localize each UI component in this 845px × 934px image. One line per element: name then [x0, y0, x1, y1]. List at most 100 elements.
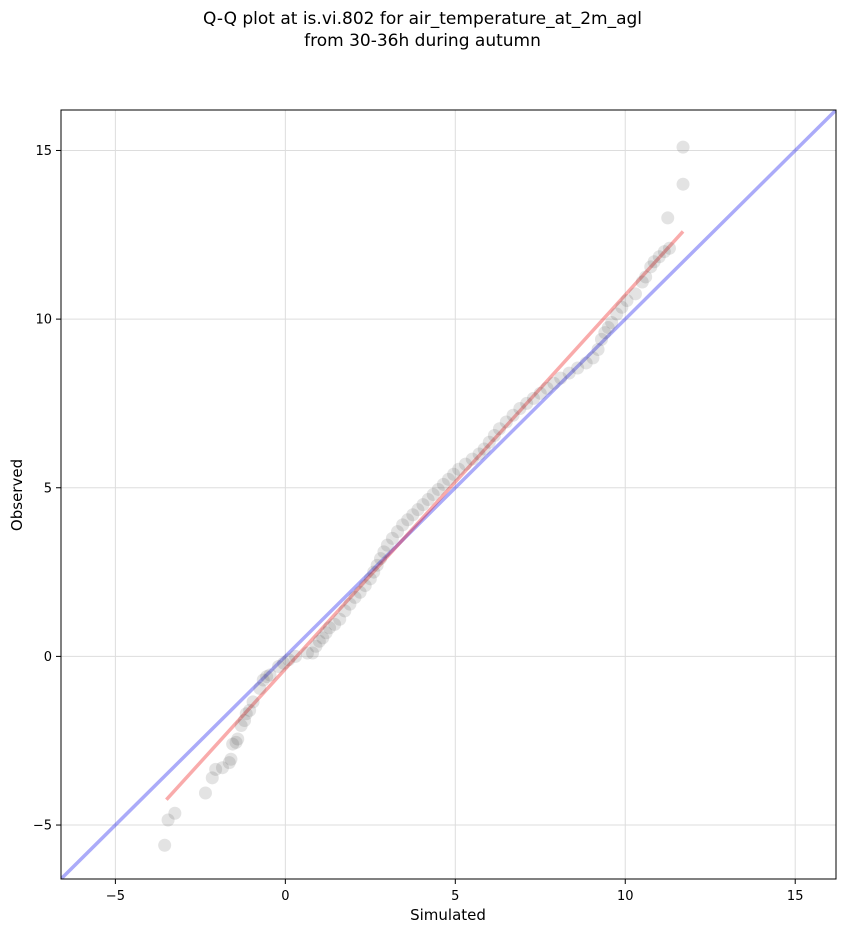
data-point	[158, 838, 172, 852]
data-point	[348, 590, 362, 604]
data-point	[300, 646, 314, 660]
data-point	[639, 270, 653, 284]
data-point	[586, 351, 600, 365]
data-point	[260, 670, 274, 684]
data-point	[416, 498, 430, 512]
y-axis-ticks: −5 0 5 10 15	[33, 144, 61, 834]
data-point	[215, 761, 229, 775]
data-point	[263, 668, 277, 682]
data-point	[601, 321, 615, 335]
x-axis-label: Simulated	[410, 906, 486, 924]
data-point	[205, 771, 219, 785]
grid	[61, 110, 836, 879]
y-axis-label: Observed	[8, 459, 26, 531]
identity-line	[61, 110, 836, 879]
data-point	[591, 342, 605, 356]
data-point	[231, 732, 245, 746]
x-axis-ticks: −5 0 5 10 15	[106, 879, 804, 904]
data-point	[385, 531, 399, 545]
data-point	[554, 371, 568, 385]
data-point	[226, 737, 240, 751]
data-point	[312, 634, 326, 648]
data-point	[277, 656, 291, 670]
data-point	[396, 518, 410, 532]
reference-lines	[61, 110, 836, 879]
data-point	[370, 558, 384, 572]
data-point	[540, 381, 554, 395]
data-point	[477, 442, 491, 456]
data-point	[458, 457, 472, 471]
data-point	[198, 786, 212, 800]
x-tick-label: 15	[787, 889, 804, 904]
data-point	[406, 508, 420, 522]
data-point	[256, 673, 270, 687]
data-point	[161, 813, 175, 827]
data-point	[401, 513, 415, 527]
data-point	[661, 211, 675, 225]
data-point	[547, 376, 561, 390]
data-point	[319, 626, 333, 640]
data-point	[513, 401, 527, 415]
y-tick-label: 15	[35, 144, 52, 159]
y-tick-label: 0	[44, 650, 52, 665]
y-tick-label: −5	[33, 819, 52, 834]
data-point	[338, 604, 352, 618]
data-point	[229, 735, 243, 749]
data-point	[492, 422, 506, 436]
data-point	[615, 300, 629, 314]
data-point	[272, 660, 286, 674]
data-point	[238, 713, 252, 727]
data-point	[676, 140, 690, 154]
x-tick-label: 5	[451, 889, 459, 904]
data-point	[234, 719, 248, 733]
data-point	[421, 493, 435, 507]
data-point	[431, 482, 445, 496]
data-point	[282, 653, 296, 667]
data-point	[635, 275, 649, 289]
data-point	[647, 255, 661, 269]
data-point	[533, 386, 547, 400]
data-point	[465, 452, 479, 466]
data-point	[452, 462, 466, 476]
data-points	[158, 140, 690, 852]
data-point	[652, 250, 666, 264]
data-point	[520, 396, 534, 410]
x-tick-label: 0	[281, 889, 289, 904]
data-point	[367, 565, 381, 579]
data-point	[391, 525, 405, 539]
data-point	[246, 695, 260, 709]
chart-title-line-2: from 30-36h during autumn	[304, 31, 541, 51]
data-point	[436, 477, 450, 491]
data-point	[316, 631, 330, 645]
data-point	[168, 806, 182, 820]
data-point	[620, 294, 634, 308]
data-point	[209, 762, 223, 776]
data-point	[610, 307, 624, 321]
y-tick-label: 10	[35, 313, 52, 328]
data-point	[377, 545, 391, 559]
data-point	[526, 391, 540, 405]
data-point	[644, 260, 658, 274]
data-point	[222, 756, 236, 770]
data-point	[662, 241, 676, 255]
data-point	[571, 361, 585, 375]
data-point	[594, 332, 608, 346]
data-point	[605, 315, 619, 329]
data-point	[289, 649, 303, 663]
data-point	[343, 597, 357, 611]
data-point	[239, 707, 253, 721]
data-point	[306, 646, 320, 660]
data-point	[447, 467, 461, 481]
data-point	[628, 287, 642, 301]
data-point	[353, 585, 367, 599]
data-point	[309, 639, 323, 653]
data-point	[253, 681, 267, 695]
fit-line	[165, 230, 685, 801]
data-point	[598, 326, 612, 340]
data-point	[562, 366, 576, 380]
data-point	[333, 612, 347, 626]
data-point	[224, 752, 238, 766]
data-point	[482, 435, 496, 449]
x-tick-label: 10	[617, 889, 634, 904]
